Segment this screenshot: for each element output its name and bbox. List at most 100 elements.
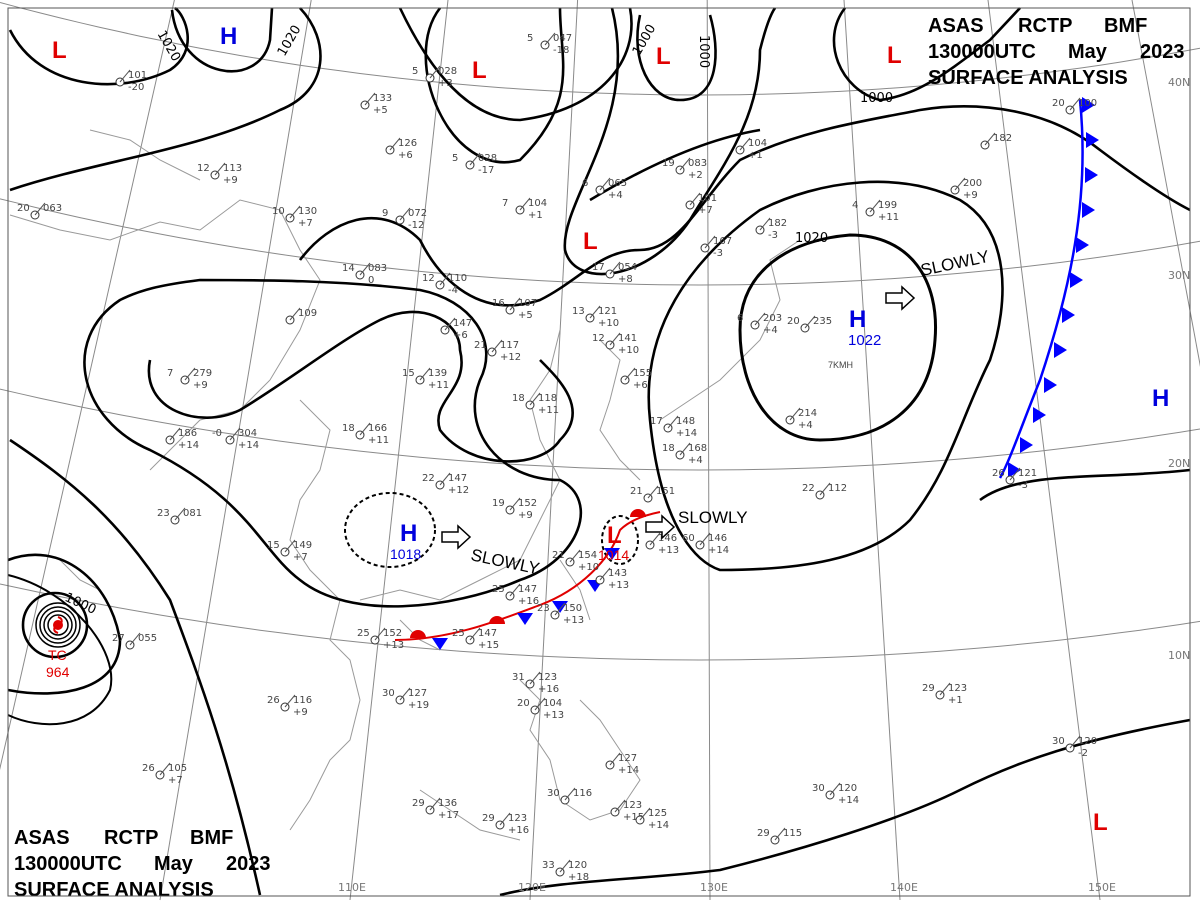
cold-front-triangle	[1020, 437, 1033, 453]
station-tendency: +7	[293, 552, 308, 563]
wind-barb-icon	[439, 472, 451, 486]
station-pressure: 112	[828, 483, 847, 494]
station-temperature: 12	[197, 163, 210, 174]
station-plot: 20 063	[17, 202, 62, 220]
station-pressure: 028	[478, 153, 497, 164]
high-center: H	[220, 23, 237, 50]
station-plot: 22 147+12	[422, 472, 469, 496]
cold-front-triangle	[1008, 462, 1021, 478]
low-center: L	[583, 228, 598, 255]
movement-arrow-icon	[441, 524, 472, 550]
wind-barb-icon	[519, 197, 531, 211]
station-pressure: 279	[193, 368, 212, 379]
wind-barb-icon	[389, 137, 401, 151]
station-pressure: 121	[598, 306, 617, 317]
cold-front-triangle	[1082, 97, 1095, 113]
high-pressure-value: 1018	[390, 546, 421, 562]
wind-barb-icon	[759, 217, 771, 231]
cold-front-triangle	[1054, 342, 1067, 358]
isobar-label: 1020	[795, 231, 828, 246]
wind-barb-icon	[364, 92, 376, 106]
station-tendency: +16	[538, 684, 559, 695]
station-tendency: +9	[293, 707, 308, 718]
station-temperature: 23	[537, 603, 550, 614]
wind-barb-icon	[789, 407, 801, 421]
high-center: H	[849, 306, 866, 333]
fronts	[394, 97, 1099, 650]
station-plot: 7 104+1	[502, 197, 547, 221]
wind-barb-icon	[229, 427, 241, 441]
station-pressure: 107	[518, 298, 537, 309]
wind-barb-icon	[679, 442, 691, 456]
station-pressure: 054	[618, 262, 637, 273]
station-plot: 101-20	[115, 69, 147, 93]
station-tendency: +15	[478, 640, 499, 651]
wind-barb-icon	[939, 682, 951, 696]
station-tendency: +13	[563, 615, 584, 626]
station-pressure: 110	[448, 273, 467, 284]
footer-line-2: 2023	[226, 853, 271, 875]
wind-barb-icon	[169, 427, 181, 441]
cold-front-triangle	[1033, 407, 1046, 423]
station-tendency: +9	[223, 175, 238, 186]
station-temperature: 22	[802, 483, 815, 494]
low-center: L	[52, 37, 67, 64]
station-temperature: 60	[682, 533, 695, 544]
station-pressure: 154	[578, 550, 597, 561]
station-plot: 101+7	[685, 192, 717, 216]
station-plot: 26 116+9	[267, 694, 312, 718]
station-plot: 29 115	[757, 827, 802, 845]
station-plot: 12 113+9	[197, 162, 242, 186]
station-plot: 30 120+14	[812, 782, 859, 806]
movement-arrow-icon	[645, 514, 676, 540]
station-temperature: 20	[17, 203, 30, 214]
station-plot: 19 152+9	[492, 497, 537, 521]
station-pressure: 146	[658, 533, 677, 544]
wind-barb-icon	[689, 192, 701, 206]
wind-barb-icon	[804, 315, 816, 329]
station-temperature: 7	[502, 198, 508, 209]
station-plot: 182	[980, 132, 1012, 150]
wind-barb-icon	[647, 485, 659, 499]
station-tendency: +10	[598, 318, 619, 329]
movement-arrow-icon	[885, 285, 916, 311]
cold-front-triangle	[1070, 272, 1083, 288]
wind-barb-icon	[419, 367, 431, 381]
wind-barb-icon	[509, 297, 521, 311]
wind-barb-icon	[374, 627, 386, 641]
longitude-line	[706, 0, 711, 901]
station-plot: 109	[285, 307, 317, 325]
pressure-systems: L L L L L L L 1014 H H H H 1022 1018 7KM…	[46, 23, 1169, 836]
station-pressure: 065	[608, 178, 627, 189]
station-tendency: +14	[238, 440, 259, 451]
station-temperature: 13	[572, 306, 585, 317]
station-plot: 17 148+14	[650, 415, 697, 439]
wind-barb-icon	[184, 367, 196, 381]
wind-barb-icon	[534, 697, 546, 711]
station-plot: 27 055	[112, 632, 157, 650]
title-line-2: May	[1068, 41, 1108, 63]
station-tendency: +4	[608, 190, 623, 201]
wind-barb-icon	[359, 422, 371, 436]
movement-label: SLOWLY	[678, 508, 748, 527]
stationary-front	[394, 511, 661, 641]
station-tendency: +9	[193, 380, 208, 391]
station-plot: 19 083+2	[662, 157, 707, 181]
station-plot: 9 072-12	[382, 207, 427, 231]
wind-barb-icon	[499, 812, 511, 826]
station-pressure: 113	[223, 163, 242, 174]
cold-front-triangle	[1076, 237, 1089, 253]
station-plot: 6 203+4	[737, 312, 782, 336]
station-tendency: +5	[373, 105, 388, 116]
cold-front-triangle	[1086, 132, 1099, 148]
station-temperature: 5	[412, 66, 418, 77]
footer-line-2: 130000UTC	[14, 853, 122, 875]
station-temperature: 29	[482, 813, 495, 824]
station-plot: 29 123+16	[482, 812, 529, 836]
station-tendency: +9	[963, 190, 978, 201]
station-temperature: 5	[452, 153, 458, 164]
wind-barb-icon	[704, 235, 716, 249]
station-pressure: 105	[168, 763, 187, 774]
